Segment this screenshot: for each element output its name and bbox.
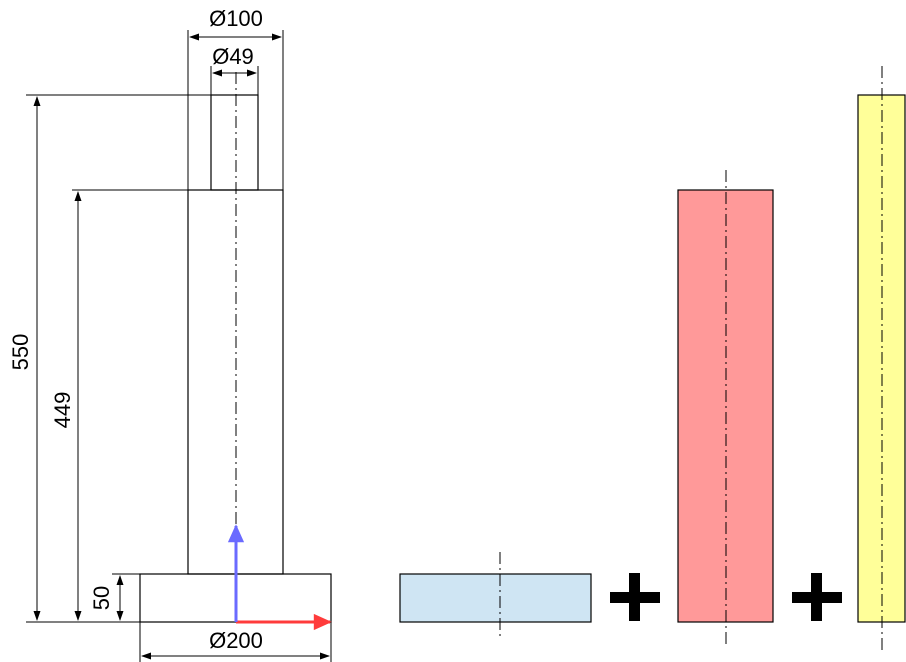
neck-diameter-label: Ø49 [212,44,254,69]
total-height-label: 550 [8,334,33,371]
component-shaft [857,66,906,652]
dimension-labels: Ø100 Ø49 Ø200 550 449 50 [8,6,263,653]
plus-icon [792,573,842,621]
dimensions [26,30,332,662]
base-component-body [399,573,592,623]
base-height-label: 50 [89,586,114,610]
plus-icon [610,573,660,621]
component-column [677,170,774,646]
component-base [399,552,592,640]
top-diameter-label: Ø100 [209,6,263,31]
top-neck-body [210,94,259,191]
base-diameter-label: Ø200 [209,628,263,653]
coordinate-axes [227,524,332,631]
column-height-label: 449 [50,392,75,429]
